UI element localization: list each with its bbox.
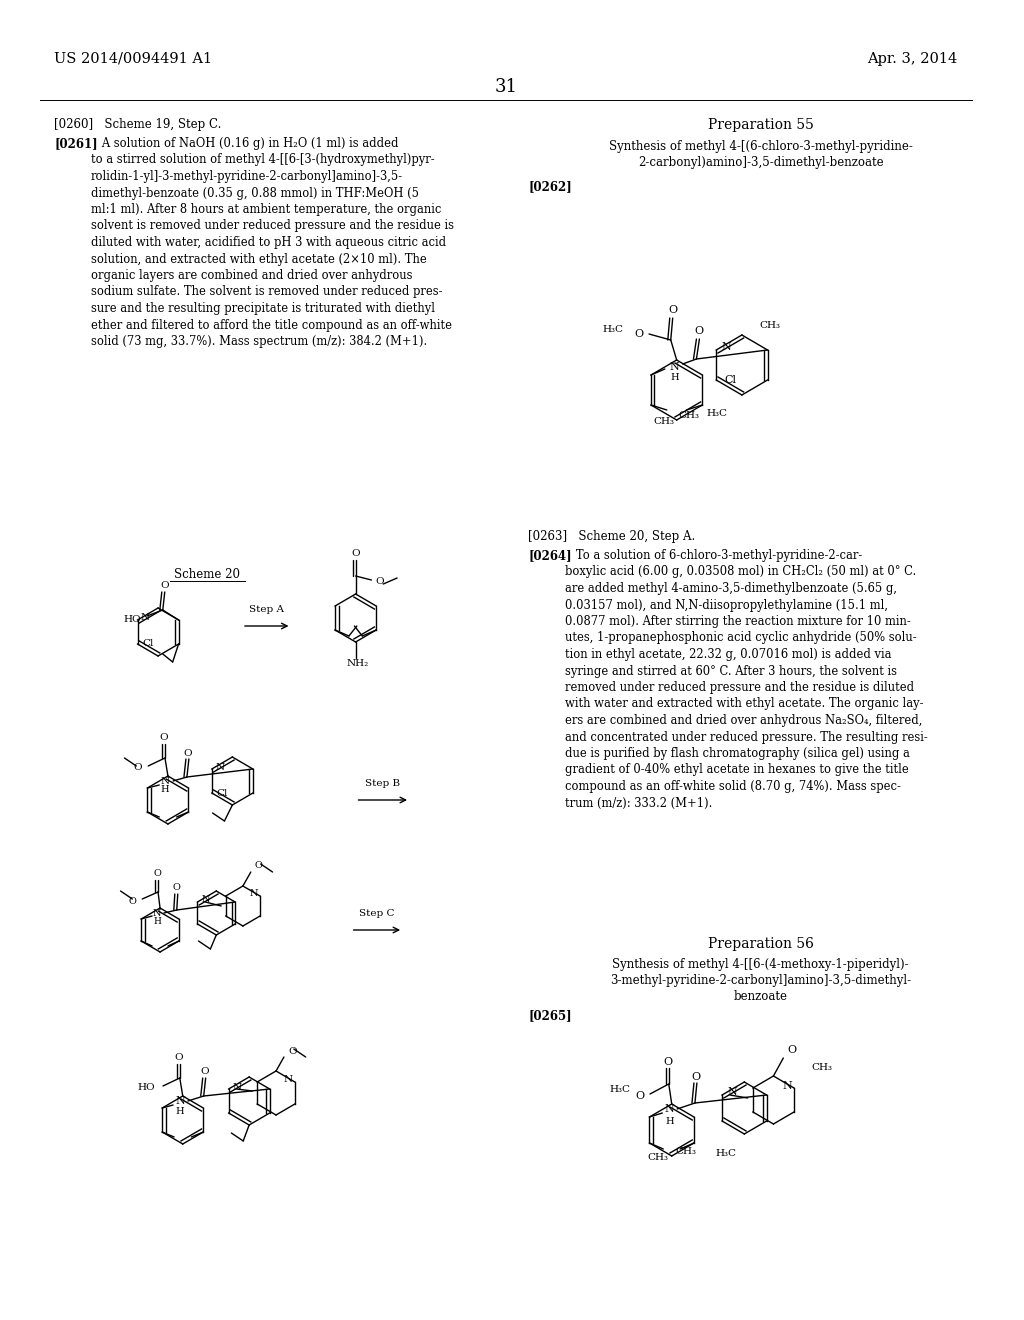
- Text: O: O: [173, 883, 180, 892]
- Text: N: N: [727, 1086, 737, 1097]
- Text: 3-methyl-pyridine-2-carbonyl]amino]-3,5-dimethyl-: 3-methyl-pyridine-2-carbonyl]amino]-3,5-…: [610, 974, 911, 987]
- Text: [0263]   Scheme 20, Step A.: [0263] Scheme 20, Step A.: [528, 531, 695, 543]
- Text: O: O: [255, 862, 262, 870]
- Text: O: O: [160, 734, 168, 742]
- Text: O: O: [664, 1057, 673, 1067]
- Text: H₃C: H₃C: [609, 1085, 630, 1094]
- Text: N: N: [721, 342, 731, 352]
- Text: [0261]: [0261]: [54, 137, 98, 150]
- Text: N: N: [232, 1082, 242, 1092]
- Text: H: H: [671, 372, 679, 381]
- Text: O: O: [128, 896, 136, 906]
- Text: [0264]: [0264]: [528, 549, 572, 562]
- Text: Apr. 3, 2014: Apr. 3, 2014: [867, 51, 957, 66]
- Text: US 2014/0094491 A1: US 2014/0094491 A1: [54, 51, 212, 66]
- Text: O: O: [376, 578, 384, 586]
- Text: 2-carbonyl)amino]-3,5-dimethyl-benzoate: 2-carbonyl)amino]-3,5-dimethyl-benzoate: [638, 156, 884, 169]
- Text: [0260]   Scheme 19, Step C.: [0260] Scheme 19, Step C.: [54, 117, 222, 131]
- Text: O: O: [635, 1092, 644, 1101]
- Text: HO: HO: [137, 1084, 155, 1093]
- Text: [0265]: [0265]: [528, 1008, 572, 1022]
- Text: N: N: [153, 908, 161, 917]
- Text: To a solution of 6-chloro-3-methyl-pyridine-2-car-
boxylic acid (6.00 g, 0.03508: To a solution of 6-chloro-3-methyl-pyrid…: [565, 549, 928, 809]
- Text: Preparation 55: Preparation 55: [708, 117, 814, 132]
- Text: Synthesis of methyl 4-[(6-chloro-3-methyl-pyridine-: Synthesis of methyl 4-[(6-chloro-3-methy…: [608, 140, 912, 153]
- Text: N: N: [202, 895, 210, 904]
- Text: H₃C: H₃C: [602, 325, 624, 334]
- Text: O: O: [288, 1047, 297, 1056]
- Text: N: N: [665, 1104, 674, 1114]
- Text: N: N: [284, 1076, 293, 1085]
- Text: Cl: Cl: [217, 788, 228, 797]
- Text: CH₃: CH₃: [647, 1152, 669, 1162]
- Text: H: H: [153, 917, 161, 927]
- Text: N: N: [140, 614, 150, 623]
- Text: O: O: [201, 1068, 209, 1077]
- Text: N: N: [670, 362, 680, 372]
- Text: NH₂: NH₂: [346, 660, 369, 668]
- Text: O: O: [183, 748, 193, 758]
- Text: CH₃: CH₃: [760, 321, 780, 330]
- Text: O: O: [787, 1045, 797, 1055]
- Text: Synthesis of methyl 4-[[6-(4-methoxy-1-piperidyl)-: Synthesis of methyl 4-[[6-(4-methoxy-1-p…: [612, 958, 909, 972]
- Text: Step B: Step B: [366, 779, 400, 788]
- Text: A solution of NaOH (0.16 g) in H₂O (1 ml) is added
to a stirred solution of meth: A solution of NaOH (0.16 g) in H₂O (1 ml…: [91, 137, 454, 348]
- Text: CH₃: CH₃: [679, 411, 699, 420]
- Text: O: O: [154, 870, 161, 879]
- Text: benzoate: benzoate: [733, 990, 787, 1003]
- Text: H: H: [161, 785, 170, 795]
- Text: N: N: [782, 1081, 792, 1092]
- Text: [0262]: [0262]: [528, 180, 572, 193]
- Text: O: O: [351, 549, 359, 558]
- Text: CH₃: CH₃: [811, 1064, 831, 1072]
- Text: H: H: [176, 1106, 184, 1115]
- Text: N: N: [161, 776, 170, 785]
- Text: O: O: [691, 1072, 700, 1082]
- Text: O: O: [161, 582, 169, 590]
- Text: N: N: [250, 890, 258, 899]
- Text: CH₃: CH₃: [653, 417, 675, 425]
- Text: O: O: [668, 305, 677, 315]
- Text: Cl: Cl: [142, 639, 154, 648]
- Text: O: O: [695, 326, 703, 337]
- Text: H₃C: H₃C: [716, 1150, 736, 1159]
- Text: Step C: Step C: [359, 909, 394, 917]
- Text: Step A: Step A: [249, 605, 285, 614]
- Text: O: O: [133, 763, 142, 772]
- Text: Cl: Cl: [724, 375, 736, 385]
- Text: N: N: [216, 763, 225, 771]
- Text: Scheme 20: Scheme 20: [174, 568, 241, 581]
- Text: 31: 31: [495, 78, 517, 96]
- Text: H₃C: H₃C: [707, 408, 727, 417]
- Text: HO: HO: [124, 615, 141, 624]
- Text: O: O: [634, 329, 643, 339]
- Text: Preparation 56: Preparation 56: [708, 937, 814, 950]
- Text: H: H: [665, 1117, 674, 1126]
- Text: O: O: [174, 1053, 183, 1063]
- Text: N: N: [175, 1096, 185, 1106]
- Text: CH₃: CH₃: [675, 1147, 696, 1155]
